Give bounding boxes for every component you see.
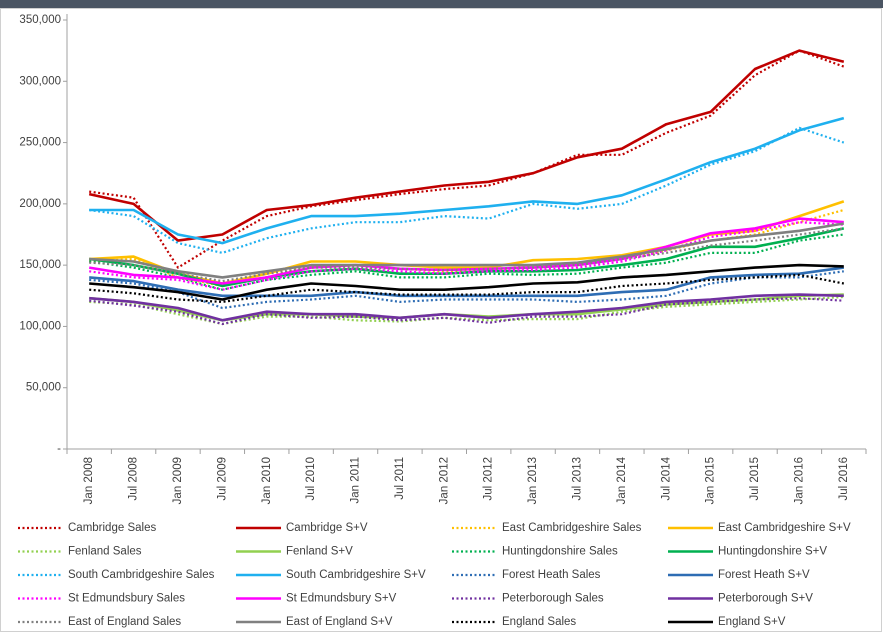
legend-label: Huntingdonshire Sales — [502, 546, 618, 558]
legend-label: East of England Sales — [68, 616, 181, 628]
legend-label: Forest Heath Sales — [502, 569, 601, 581]
x-tick-label: Jan 2011 — [350, 457, 362, 503]
x-tick-label: Jan 2010 — [261, 457, 273, 504]
chart-border — [0, 8, 882, 632]
series-line — [89, 273, 845, 303]
series-line — [89, 266, 844, 298]
series-line — [89, 297, 844, 326]
x-tick-label: Jan 2013 — [527, 457, 539, 504]
legend-label: East of England S+V — [286, 616, 393, 628]
legend-label: St Edmundsbury Sales — [68, 593, 185, 605]
x-tick-label: Jan 2016 — [793, 457, 805, 504]
y-tick-label: 150,000 — [19, 259, 61, 271]
x-tick-label: Jul 2015 — [749, 457, 761, 500]
x-tick-label: Jul 2010 — [305, 457, 317, 500]
legend-label: East Cambridgeshire Sales — [502, 522, 642, 534]
legend-label: Fenland S+V — [286, 546, 353, 558]
legend-label: Peterborough S+V — [718, 593, 813, 605]
x-tick-label: Jul 2009 — [216, 457, 228, 500]
legend-label: England S+V — [718, 616, 786, 628]
x-tick-label: Jan 2015 — [705, 457, 717, 504]
legend-label: Cambridge S+V — [286, 522, 368, 534]
y-tick-label: - — [57, 443, 61, 455]
y-tick-label: 350,000 — [19, 14, 61, 26]
y-tick-label: 50,000 — [26, 382, 61, 394]
y-tick-label: 200,000 — [19, 198, 61, 210]
top-bar — [0, 0, 883, 8]
legend-label: England Sales — [502, 616, 576, 628]
series-line — [89, 227, 844, 283]
series-line — [89, 263, 844, 301]
series-line — [89, 126, 845, 254]
legend-label: Fenland Sales — [68, 546, 142, 558]
y-tick-label: 250,000 — [19, 137, 61, 149]
y-tick-label: 100,000 — [19, 320, 61, 332]
series-line — [89, 221, 844, 291]
series-line — [89, 227, 845, 288]
series-line — [89, 293, 844, 322]
series-line — [89, 49, 845, 269]
x-tick-label: Jul 2011 — [394, 457, 406, 500]
x-tick-label: Jul 2008 — [128, 457, 140, 500]
series-line — [89, 116, 845, 245]
legend-label: St Edmundsbury S+V — [286, 593, 397, 605]
x-tick-label: Jan 2009 — [172, 457, 184, 504]
legend-label: Peterborough Sales — [502, 593, 604, 605]
x-tick-label: Jul 2012 — [483, 457, 495, 500]
series-line — [89, 233, 844, 291]
x-tick-label: Jan 2008 — [83, 457, 95, 504]
y-tick-label: 300,000 — [19, 75, 61, 87]
x-tick-label: Jul 2014 — [660, 456, 672, 500]
series-line — [89, 270, 844, 310]
x-tick-label: Jul 2013 — [572, 457, 584, 500]
legend-label: Forest Heath S+V — [718, 569, 810, 581]
series-line — [88, 49, 845, 242]
series-line — [89, 222, 845, 279]
legend-label: Cambridge Sales — [68, 522, 156, 534]
legend-label: East Cambridgeshire S+V — [718, 522, 851, 534]
x-tick-label: Jan 2012 — [438, 457, 450, 504]
x-tick-label: Jul 2016 — [838, 457, 850, 500]
x-tick-label: Jan 2014 — [616, 456, 628, 504]
legend-label: South Cambridgeshire S+V — [286, 569, 426, 581]
legend-label: Huntingdonshire S+V — [718, 546, 827, 558]
legend-label: South Cambridgeshire Sales — [68, 569, 215, 581]
